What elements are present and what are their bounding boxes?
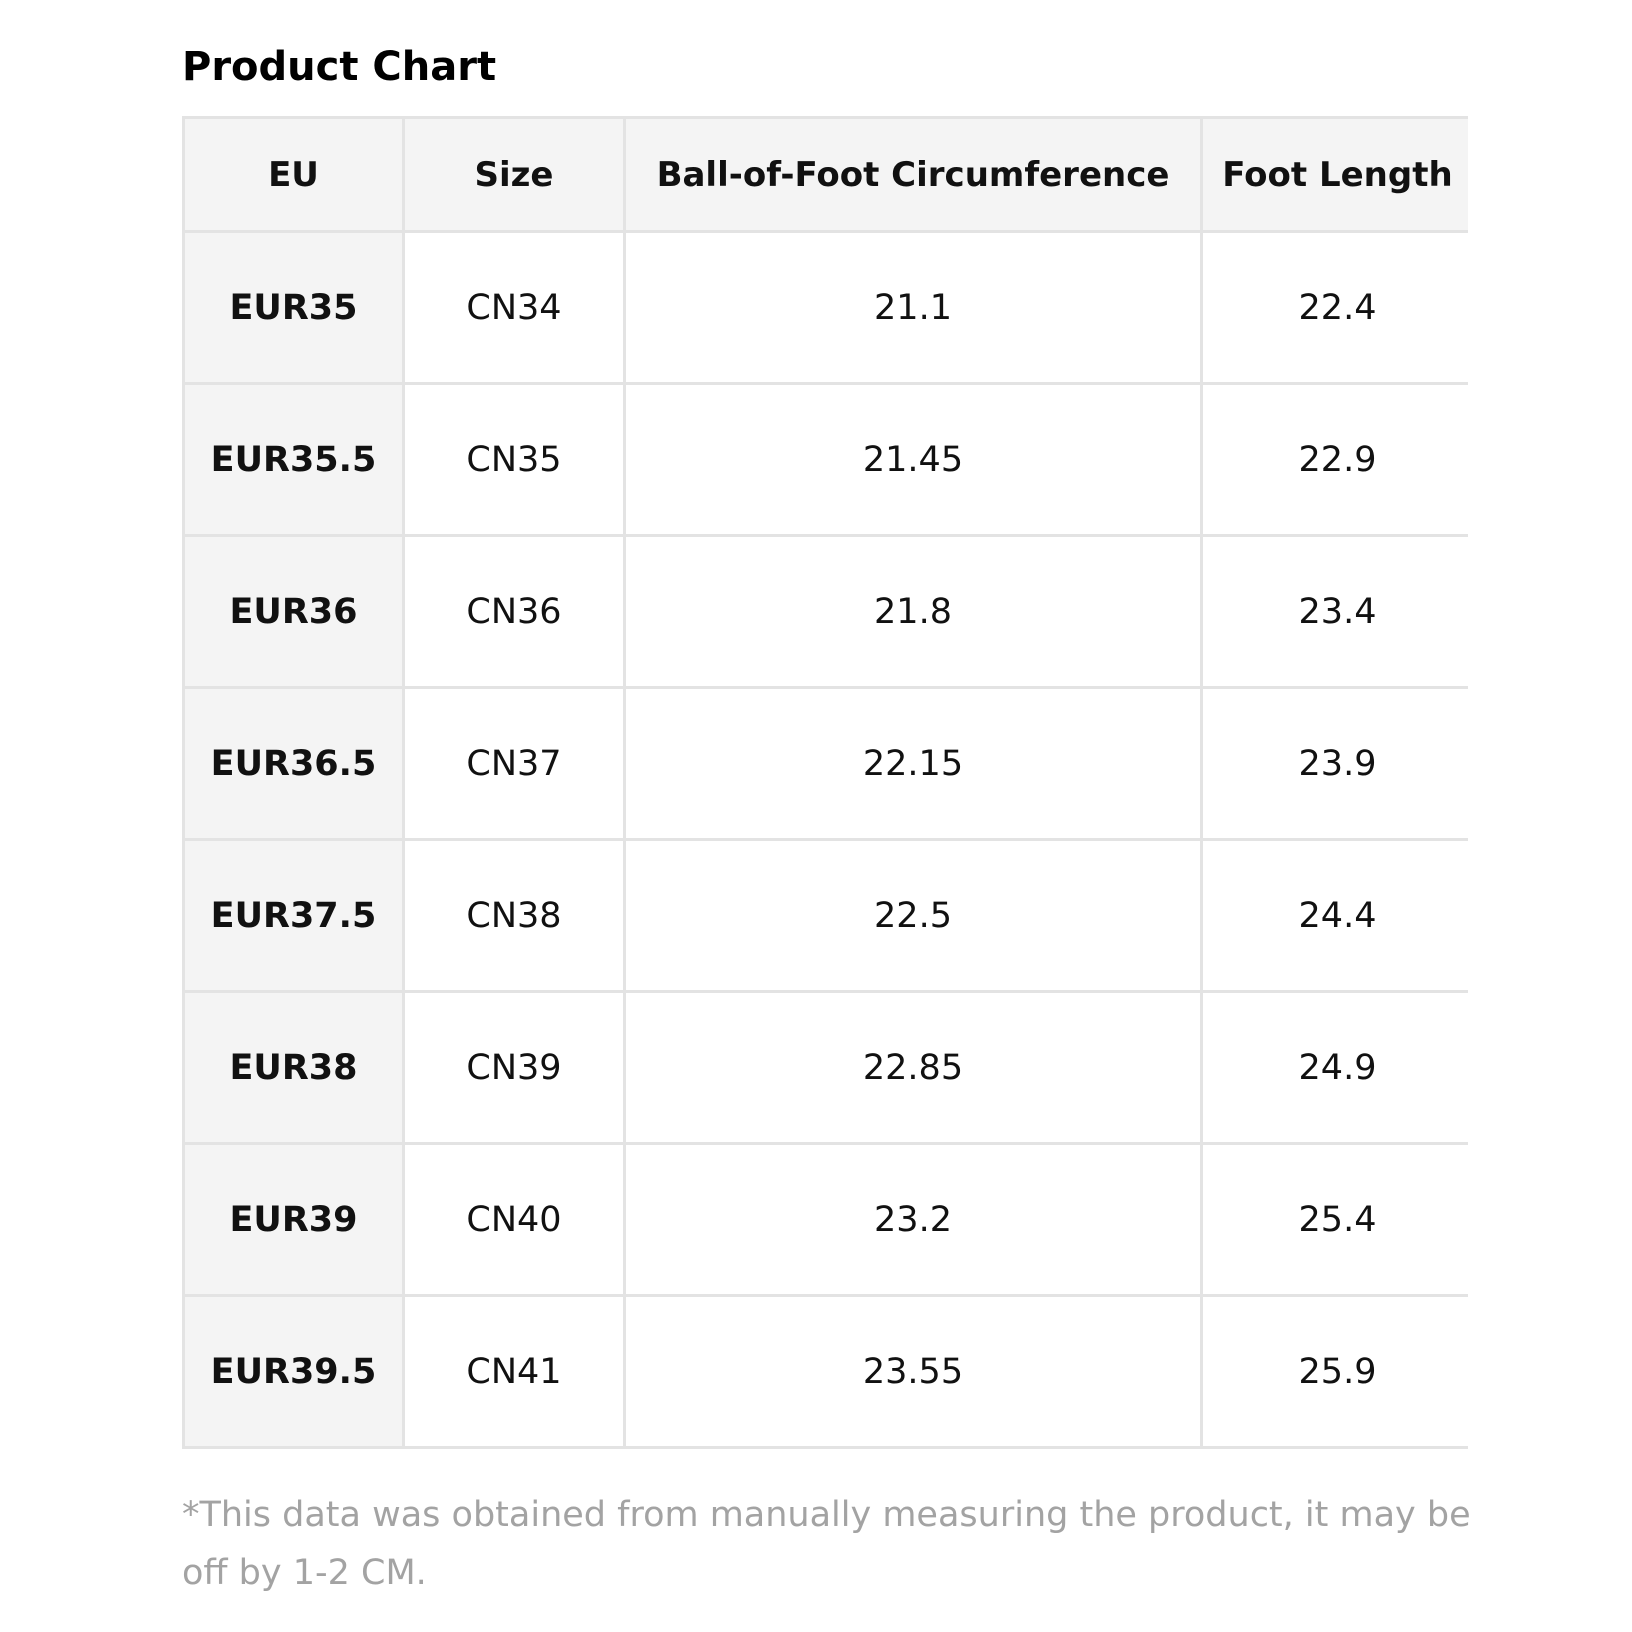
header-row: EU Size Ball-of-Foot Circumference Foot …	[182, 116, 1468, 233]
ball-cell: 21.8	[623, 534, 1203, 689]
size-cell: CN38	[402, 838, 626, 993]
eu-cell: EUR35.5	[182, 382, 405, 537]
table-body: EUR35 CN34 21.1 22.4 EUR35.5 CN35 21.45 …	[182, 230, 1468, 1449]
size-table-container: EU Size Ball-of-Foot Circumference Foot …	[182, 116, 1468, 1449]
ball-cell: 22.5	[623, 838, 1203, 993]
foot-length-cell: 23.9	[1200, 686, 1468, 841]
size-cell: CN40	[402, 1142, 626, 1297]
size-cell: CN36	[402, 534, 626, 689]
table-row: EUR35.5 CN35 21.45 22.9	[182, 382, 1468, 537]
eu-cell: EUR39.5	[182, 1294, 405, 1449]
foot-length-cell: 25.9	[1200, 1294, 1468, 1449]
ball-cell: 22.85	[623, 990, 1203, 1145]
size-cell: CN34	[402, 230, 626, 385]
size-cell: CN41	[402, 1294, 626, 1449]
foot-length-cell: 22.4	[1200, 230, 1468, 385]
chart-title: Product Chart	[182, 44, 497, 90]
table-row: EUR37.5 CN38 22.5 24.4	[182, 838, 1468, 993]
ball-cell: 21.1	[623, 230, 1203, 385]
foot-length-cell: 24.4	[1200, 838, 1468, 993]
size-cell: CN39	[402, 990, 626, 1145]
ball-cell: 21.45	[623, 382, 1203, 537]
foot-length-cell: 24.9	[1200, 990, 1468, 1145]
eu-cell: EUR37.5	[182, 838, 405, 993]
eu-cell: EUR35	[182, 230, 405, 385]
header-eu: EU	[182, 116, 405, 233]
table-row: EUR36 CN36 21.8 23.4	[182, 534, 1468, 689]
header-foot-length: Foot Length	[1200, 116, 1468, 233]
table-row: EUR36.5 CN37 22.15 23.9	[182, 686, 1468, 841]
table-header: EU Size Ball-of-Foot Circumference Foot …	[182, 116, 1468, 233]
measurement-note: *This data was obtained from manually me…	[182, 1495, 1471, 1593]
eu-cell: EUR36.5	[182, 686, 405, 841]
foot-length-cell: 25.4	[1200, 1142, 1468, 1297]
size-table: EU Size Ball-of-Foot Circumference Foot …	[182, 116, 1468, 1449]
ball-cell: 22.15	[623, 686, 1203, 841]
table-row: EUR39 CN40 23.2 25.4	[182, 1142, 1468, 1297]
foot-length-cell: 23.4	[1200, 534, 1468, 689]
ball-cell: 23.55	[623, 1294, 1203, 1449]
size-cell: CN35	[402, 382, 626, 537]
header-ball-of-foot: Ball-of-Foot Circumference	[623, 116, 1203, 233]
eu-cell: EUR38	[182, 990, 405, 1145]
table-row: EUR35 CN34 21.1 22.4	[182, 230, 1468, 385]
size-cell: CN37	[402, 686, 626, 841]
table-row: EUR38 CN39 22.85 24.9	[182, 990, 1468, 1145]
table-row: EUR39.5 CN41 23.55 25.9	[182, 1294, 1468, 1449]
eu-cell: EUR36	[182, 534, 405, 689]
foot-length-cell: 22.9	[1200, 382, 1468, 537]
eu-cell: EUR39	[182, 1142, 405, 1297]
header-size: Size	[402, 116, 626, 233]
ball-cell: 23.2	[623, 1142, 1203, 1297]
